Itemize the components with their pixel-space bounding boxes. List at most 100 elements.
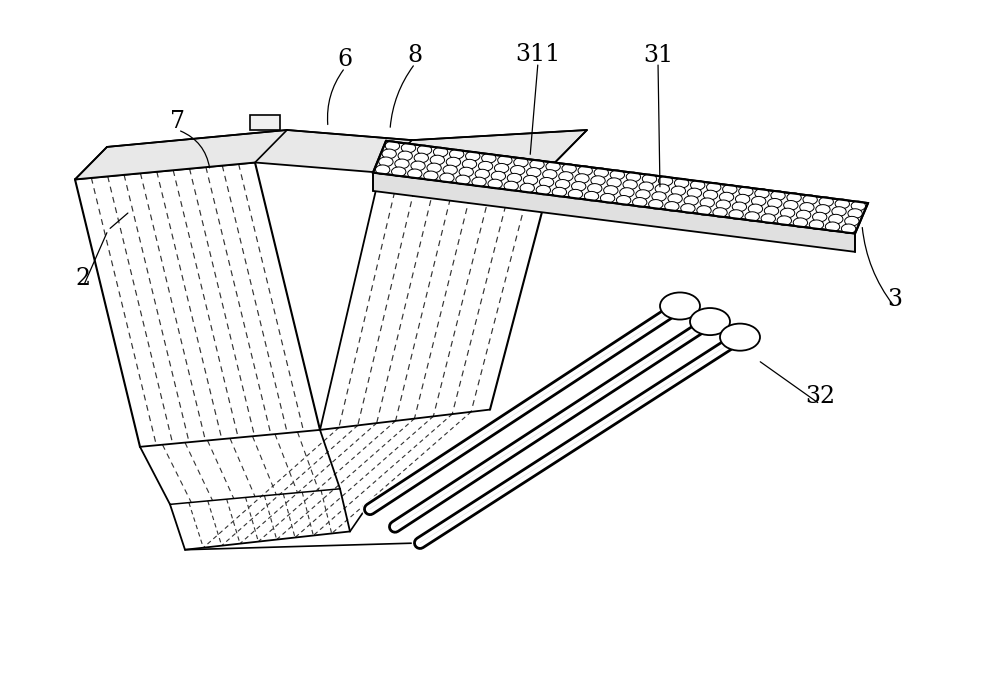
Ellipse shape	[594, 168, 608, 177]
Ellipse shape	[555, 179, 570, 189]
Ellipse shape	[520, 183, 534, 193]
Ellipse shape	[748, 204, 763, 213]
Ellipse shape	[809, 220, 824, 230]
Text: 7: 7	[170, 110, 186, 133]
Ellipse shape	[841, 224, 856, 234]
Ellipse shape	[401, 143, 416, 152]
Ellipse shape	[530, 160, 544, 169]
Ellipse shape	[787, 193, 801, 202]
Circle shape	[690, 308, 730, 335]
Ellipse shape	[658, 176, 673, 185]
Ellipse shape	[665, 202, 679, 211]
Ellipse shape	[732, 202, 747, 211]
Ellipse shape	[527, 168, 541, 177]
Ellipse shape	[655, 184, 669, 194]
Ellipse shape	[845, 217, 859, 226]
Ellipse shape	[719, 192, 734, 202]
Ellipse shape	[514, 158, 528, 167]
Ellipse shape	[482, 154, 496, 163]
Ellipse shape	[414, 153, 428, 162]
Ellipse shape	[572, 181, 586, 191]
Ellipse shape	[703, 190, 718, 200]
Ellipse shape	[813, 213, 827, 222]
Polygon shape	[320, 162, 555, 430]
Ellipse shape	[478, 161, 493, 171]
Ellipse shape	[729, 210, 743, 219]
Ellipse shape	[761, 214, 775, 223]
Ellipse shape	[684, 196, 698, 205]
Ellipse shape	[803, 195, 817, 204]
Ellipse shape	[716, 200, 730, 209]
Ellipse shape	[745, 212, 759, 221]
Ellipse shape	[784, 200, 798, 210]
Polygon shape	[373, 173, 855, 252]
Ellipse shape	[507, 173, 522, 183]
Ellipse shape	[382, 149, 396, 158]
Text: 31: 31	[643, 44, 673, 67]
Ellipse shape	[456, 175, 470, 185]
Ellipse shape	[768, 198, 782, 208]
Ellipse shape	[536, 185, 551, 195]
Polygon shape	[250, 115, 280, 130]
Ellipse shape	[411, 161, 425, 171]
Ellipse shape	[796, 211, 811, 220]
Ellipse shape	[523, 175, 538, 185]
Ellipse shape	[829, 215, 843, 224]
Polygon shape	[373, 141, 868, 234]
Ellipse shape	[446, 157, 461, 167]
Ellipse shape	[835, 199, 849, 209]
Ellipse shape	[700, 198, 714, 207]
Ellipse shape	[430, 155, 445, 165]
Ellipse shape	[649, 200, 663, 209]
Text: 311: 311	[515, 43, 561, 66]
Ellipse shape	[633, 198, 647, 207]
Ellipse shape	[755, 189, 769, 198]
Ellipse shape	[681, 204, 695, 213]
Ellipse shape	[417, 146, 432, 155]
Ellipse shape	[568, 190, 583, 199]
Ellipse shape	[777, 216, 792, 225]
Ellipse shape	[671, 186, 686, 196]
Ellipse shape	[652, 192, 666, 201]
Ellipse shape	[559, 172, 573, 181]
Ellipse shape	[819, 197, 833, 206]
Circle shape	[720, 324, 760, 351]
Ellipse shape	[427, 163, 441, 173]
Ellipse shape	[562, 164, 576, 173]
Polygon shape	[75, 162, 320, 447]
Ellipse shape	[584, 192, 599, 201]
Ellipse shape	[539, 177, 554, 187]
Ellipse shape	[462, 159, 477, 169]
Ellipse shape	[610, 170, 625, 179]
Ellipse shape	[636, 190, 650, 199]
Ellipse shape	[600, 194, 615, 203]
Ellipse shape	[707, 183, 721, 192]
Ellipse shape	[604, 185, 618, 195]
Ellipse shape	[543, 170, 557, 179]
Ellipse shape	[424, 171, 438, 181]
Ellipse shape	[620, 188, 634, 197]
Ellipse shape	[851, 201, 866, 211]
Text: 32: 32	[805, 385, 835, 408]
Ellipse shape	[639, 182, 653, 192]
Ellipse shape	[674, 178, 689, 188]
Ellipse shape	[408, 169, 422, 179]
Ellipse shape	[607, 178, 621, 188]
Ellipse shape	[848, 209, 862, 218]
Ellipse shape	[687, 188, 702, 198]
Ellipse shape	[488, 179, 502, 189]
Ellipse shape	[504, 181, 518, 191]
Ellipse shape	[578, 166, 592, 175]
Ellipse shape	[739, 187, 753, 196]
Ellipse shape	[379, 157, 393, 167]
Polygon shape	[170, 489, 350, 550]
Ellipse shape	[475, 169, 489, 179]
Ellipse shape	[668, 194, 682, 203]
Ellipse shape	[832, 206, 846, 216]
Ellipse shape	[825, 222, 840, 232]
Ellipse shape	[375, 165, 390, 175]
Ellipse shape	[816, 204, 830, 214]
Ellipse shape	[690, 181, 705, 190]
Ellipse shape	[697, 206, 711, 215]
Text: 8: 8	[407, 44, 423, 67]
